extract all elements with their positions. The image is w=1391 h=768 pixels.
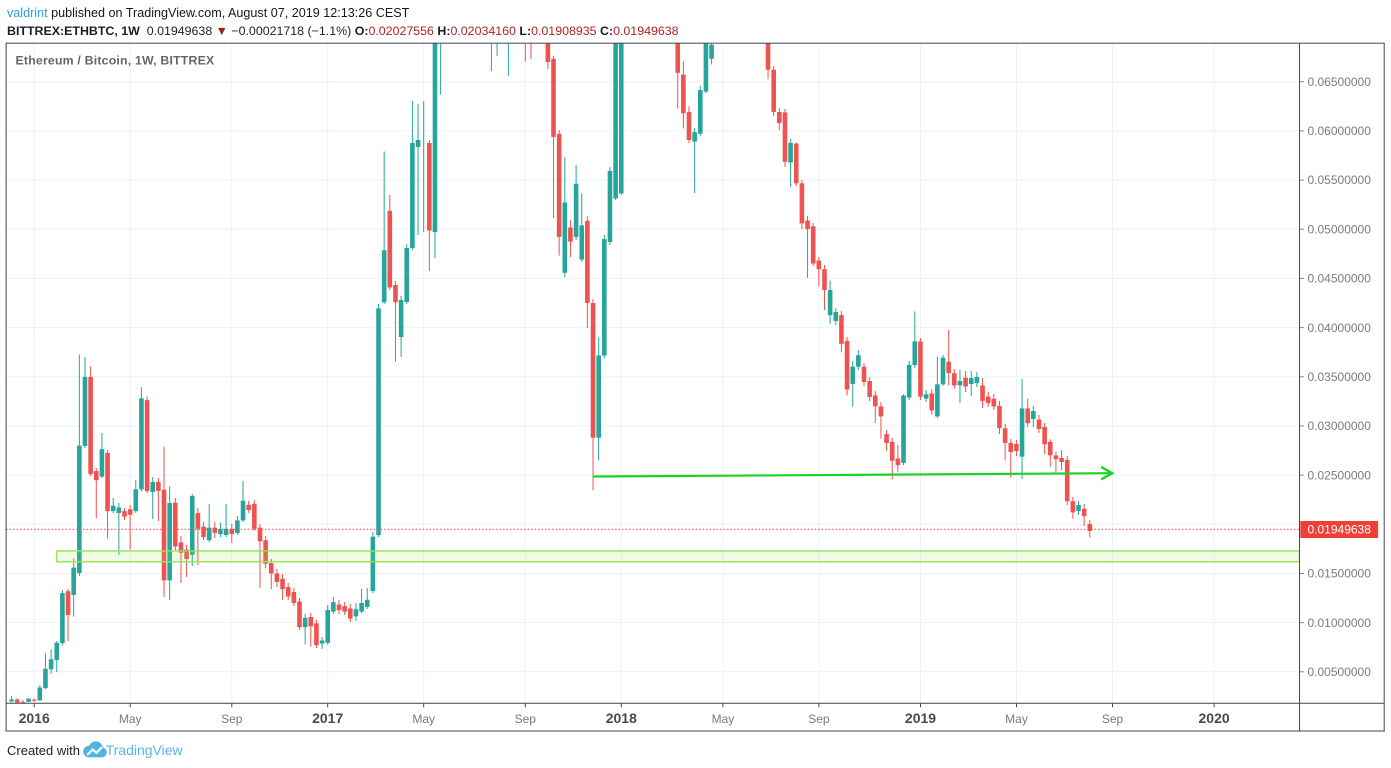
svg-text:May: May xyxy=(119,712,142,726)
svg-text:2019: 2019 xyxy=(905,710,936,726)
svg-text:0.02500000: 0.02500000 xyxy=(1308,468,1372,482)
svg-text:0.04500000: 0.04500000 xyxy=(1308,272,1372,286)
svg-text:Sep: Sep xyxy=(808,712,830,726)
svg-text:May: May xyxy=(412,712,435,726)
svg-text:0.00500000: 0.00500000 xyxy=(1308,665,1372,679)
svg-text:2018: 2018 xyxy=(606,710,637,726)
svg-text:0.05000000: 0.05000000 xyxy=(1308,222,1372,236)
svg-text:2016: 2016 xyxy=(19,710,50,726)
svg-text:0.04000000: 0.04000000 xyxy=(1308,321,1372,335)
svg-text:0.06000000: 0.06000000 xyxy=(1308,124,1372,138)
svg-text:Sep: Sep xyxy=(221,712,243,726)
svg-text:May: May xyxy=(1005,712,1028,726)
svg-text:Created with: Created with xyxy=(7,743,80,758)
svg-text:0.01500000: 0.01500000 xyxy=(1308,567,1372,581)
svg-text:0.06500000: 0.06500000 xyxy=(1308,75,1372,89)
svg-text:2017: 2017 xyxy=(312,710,343,726)
svg-text:0.01000000: 0.01000000 xyxy=(1308,616,1372,630)
svg-text:Sep: Sep xyxy=(1102,712,1124,726)
svg-text:Ethereum / Bitcoin, 1W, BITTRE: Ethereum / Bitcoin, 1W, BITTREX xyxy=(16,54,215,68)
svg-text:Sep: Sep xyxy=(515,712,537,726)
svg-text:0.03000000: 0.03000000 xyxy=(1308,419,1372,433)
svg-text:0.03500000: 0.03500000 xyxy=(1308,370,1372,384)
svg-text:0.05500000: 0.05500000 xyxy=(1308,173,1372,187)
svg-text:May: May xyxy=(712,712,735,726)
svg-text:0.01949638: 0.01949638 xyxy=(1308,523,1372,537)
svg-text:2020: 2020 xyxy=(1199,710,1230,726)
svg-text:TradingView: TradingView xyxy=(106,742,184,758)
